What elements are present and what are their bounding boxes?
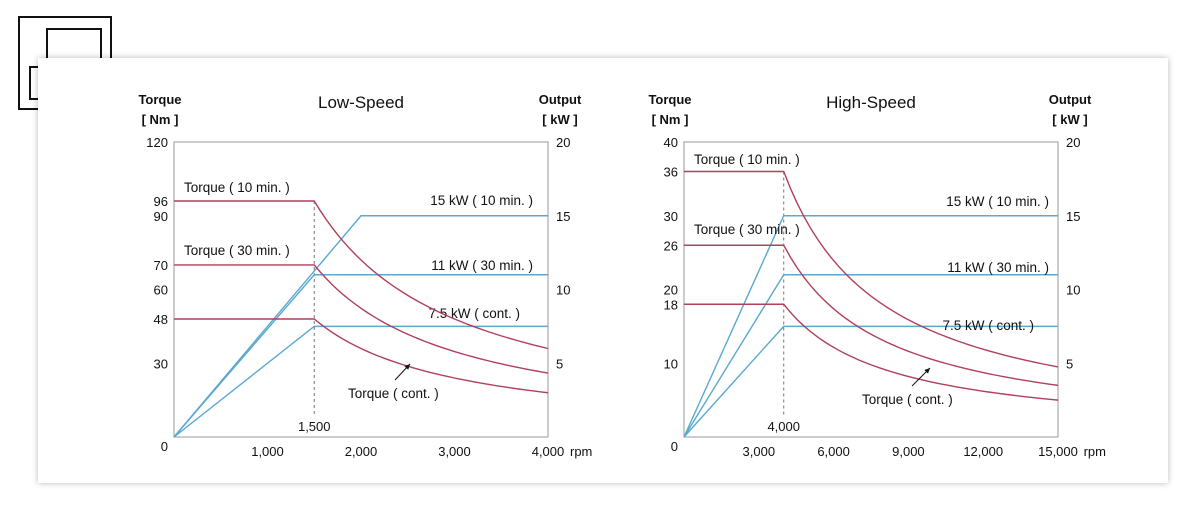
left-axis-label: Torque <box>648 92 691 107</box>
x-tick-label: 15,000 <box>1038 444 1078 459</box>
origin-label: 0 <box>671 439 678 454</box>
left-tick-label: 40 <box>664 135 678 150</box>
left-axis-label: Torque <box>138 92 181 107</box>
left-tick-label: 18 <box>664 297 678 312</box>
high-speed-chart: High-Speed Torque [ Nm ] Output [ kW ] 40 36 30… <box>648 92 1106 459</box>
x-tick-label: 9,000 <box>892 444 925 459</box>
left-tick-label: 48 <box>154 312 168 327</box>
power-line <box>173 274 548 438</box>
torque-curve <box>174 318 549 394</box>
power-line <box>683 274 1058 438</box>
torque-curve <box>684 303 1059 401</box>
right-axis-unit: [ kW ] <box>542 112 577 127</box>
left-axis-unit: [ Nm ] <box>142 112 179 127</box>
low-speed-chart: Low-Speed Torque [ Nm ] Output [ kW ] 120 9690… <box>138 92 592 459</box>
plot-frame <box>173 141 549 438</box>
left-tick-label: 60 <box>154 283 168 298</box>
torque-curve <box>684 170 1059 368</box>
left-tick-label: 26 <box>664 238 678 253</box>
power-series-label: 11 kW ( 30 min. ) <box>947 260 1049 275</box>
torque-series-label: Torque ( 30 min. ) <box>694 222 800 237</box>
power-series-label: 15 kW ( 10 min. ) <box>946 194 1049 209</box>
power-series-label: 11 kW ( 30 min. ) <box>431 258 533 273</box>
right-tick-label: 15 <box>1066 209 1080 224</box>
left-tick-label: 30 <box>664 209 678 224</box>
torque-curve <box>174 264 549 374</box>
torque-series-label: Torque ( 30 min. ) <box>184 243 290 258</box>
right-axis-unit: [ kW ] <box>1052 112 1087 127</box>
chart-title: Low-Speed <box>318 93 404 112</box>
left-tick-label: 20 <box>664 283 678 298</box>
left-tick-label: 36 <box>664 165 678 180</box>
x-unit-label: rpm <box>1084 444 1106 459</box>
left-tick-label: 96 <box>154 194 168 209</box>
base-speed-label: 1,500 <box>298 419 331 434</box>
x-tick-label: 3,000 <box>743 444 776 459</box>
power-line <box>683 325 1058 438</box>
right-axis-label: Output <box>539 92 582 107</box>
x-tick-label: 6,000 <box>817 444 850 459</box>
power-series-label: 7.5 kW ( cont. ) <box>942 318 1034 333</box>
base-speed-label: 4,000 <box>767 419 800 434</box>
x-tick-label: 3,000 <box>438 444 471 459</box>
torque-series-label: Torque ( 10 min. ) <box>694 152 800 167</box>
torque-series-label: Torque ( 10 min. ) <box>184 180 290 195</box>
right-tick-label: 15 <box>556 209 570 224</box>
power-line <box>173 215 548 438</box>
torque-series-label: Torque ( cont. ) <box>348 386 439 401</box>
callout-arrowhead <box>924 368 930 374</box>
left-axis-unit: [ Nm ] <box>652 112 689 127</box>
x-unit-label: rpm <box>570 444 592 459</box>
callout-arrowhead <box>404 364 410 370</box>
x-tick-label: 4,000 <box>532 444 565 459</box>
right-tick-label: 10 <box>556 283 570 298</box>
power-line <box>683 215 1058 438</box>
right-axis-label: Output <box>1049 92 1092 107</box>
left-tick-label: 120 <box>146 135 168 150</box>
right-tick-label: 20 <box>556 135 570 150</box>
x-tick-label: 12,000 <box>963 444 1003 459</box>
origin-label: 0 <box>161 439 168 454</box>
torque-series-label: Torque ( cont. ) <box>862 392 953 407</box>
chart-panel <box>38 58 1168 483</box>
power-series-label: 15 kW ( 10 min. ) <box>430 193 533 208</box>
torque-curve <box>174 200 549 350</box>
right-tick-label: 5 <box>556 356 563 371</box>
plot-frame <box>683 141 1059 438</box>
x-tick-label: 1,000 <box>251 444 284 459</box>
left-tick-label: 70 <box>154 258 168 273</box>
right-tick-label: 5 <box>1066 356 1073 371</box>
chart-title: High-Speed <box>826 93 916 112</box>
right-tick-label: 20 <box>1066 135 1080 150</box>
x-tick-label: 2,000 <box>345 444 378 459</box>
torque-curve <box>684 244 1059 387</box>
left-tick-label: 30 <box>154 356 168 371</box>
power-line <box>173 325 548 438</box>
left-tick-label: 90 <box>154 209 168 224</box>
right-tick-label: 10 <box>1066 283 1080 298</box>
left-tick-label: 10 <box>664 356 678 371</box>
